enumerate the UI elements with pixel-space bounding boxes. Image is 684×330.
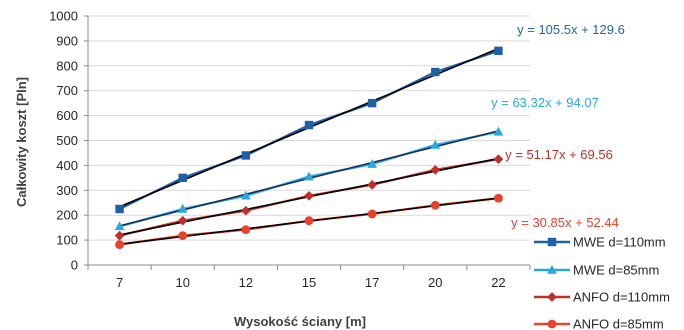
data-point [177,203,188,213]
y-tick-label: 400 [56,158,78,173]
y-tick-label: 600 [56,108,78,123]
data-point [494,46,503,56]
data-point [114,230,125,241]
x-tick-label: 15 [302,275,316,290]
data-point [304,120,314,130]
axes: 0 100 200 300 400 500 600 700 800 900 1000 7 10 12 15 1… [49,9,531,290]
series-lines [114,46,504,249]
data-point [493,126,504,136]
series-2 [114,126,504,231]
data-point [241,225,251,235]
legend-label: ANFO d=110mm [573,290,670,305]
x-tick-label: 12 [239,275,253,290]
y-tick-label: 200 [56,208,78,223]
data-point [241,190,251,200]
x-tick-label: 17 [365,275,379,290]
trendline-equations: y = 105.5x + 129.6 y = 63.32x + 94.07 y = … [491,22,625,230]
data-point [430,200,440,210]
data-point [367,179,377,190]
trendline-equation: y = 105.5x + 129.6 [517,22,625,37]
legend-entry-1: MWE d=110mm [534,235,666,250]
data-point [431,67,440,77]
data-point [430,165,441,175]
y-tick-label: 300 [56,183,78,198]
data-point [241,151,251,160]
legend-entry-4: ANFO d=85mm [534,317,664,330]
x-axis-title: Wysokość ściany [m] [234,314,366,329]
trendline-equation: y = 51.17x + 69.56 [505,147,613,162]
data-point [494,193,503,203]
data-point [367,209,377,219]
legend: MWE d=110mm MWE d=85mm ANFO d=110mm ANFO d=… [534,235,670,330]
data-point [114,221,125,231]
legend-swatch-marker [547,319,557,329]
series-1 [115,46,503,214]
x-tick-label: 10 [175,275,189,290]
x-tick-label: 20 [428,275,442,290]
data-point [177,215,188,226]
data-point [304,216,314,226]
trendline-equation: y = 63.32x + 94.07 [491,95,599,110]
data-point [367,159,377,168]
legend-entry-3: ANFO d=110mm [534,290,670,305]
legend-label: MWE d=85mm [573,263,659,278]
y-tick-label: 500 [56,133,78,148]
data-point [493,154,504,165]
legend-label: ANFO d=85mm [573,317,664,330]
data-point [178,231,188,241]
legend-label: MWE d=110mm [573,235,666,250]
y-tick-label: 800 [56,58,78,73]
y-tick-label: 700 [56,83,78,98]
y-tick-label: 900 [56,33,78,48]
data-point [178,173,187,183]
data-point [115,240,124,249]
legend-swatch-marker [547,264,557,274]
data-point [241,205,251,216]
data-point [430,139,441,149]
data-point [304,171,314,181]
y-axis-title: Całkowity koszt [Pln] [14,77,29,207]
series-4 [115,193,503,249]
data-point [367,98,377,108]
x-tick-label: 22 [491,275,505,290]
legend-entry-2: MWE d=85mm [534,263,659,278]
legend-swatch-marker [547,237,557,247]
data-point [115,204,124,214]
y-tick-label: 100 [56,233,78,248]
series-3 [114,154,504,241]
legend-swatch-marker [547,292,557,302]
trendline-equation: y = 30.85x + 52.44 [511,215,619,230]
series-line [119,49,499,210]
y-tick-label: 0 [71,258,78,273]
y-tick-label: 1000 [49,9,78,24]
data-point [304,190,314,201]
x-tick-label: 7 [116,275,123,290]
